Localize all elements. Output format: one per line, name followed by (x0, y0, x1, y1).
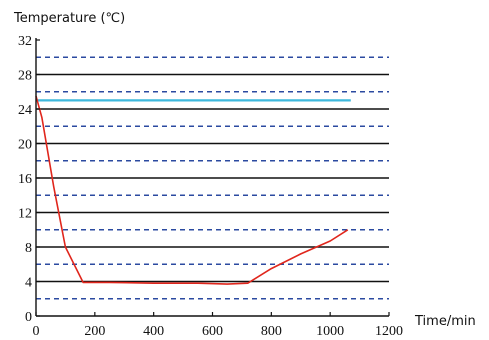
major-gridlines (36, 73, 389, 283)
x-tick-label: 1000 (316, 324, 344, 339)
y-tick-label: 24 (18, 103, 32, 118)
x-tick-labels: 0 200 400 600 800 1000 1200 (33, 324, 404, 339)
x-tick-label: 0 (33, 324, 40, 339)
y-tick-label: 28 (18, 69, 32, 84)
x-tick-label: 1200 (375, 324, 403, 339)
series-line-1 (35, 95, 349, 285)
x-tick-label: 800 (261, 324, 282, 339)
y-tick-label: 16 (18, 172, 32, 187)
x-axis-label: Time/min (414, 314, 476, 329)
y-tick-label: 32 (18, 34, 32, 49)
y-tick-label: 12 (18, 207, 32, 222)
x-tick-label: 400 (143, 324, 164, 339)
y-tick-label: 20 (18, 138, 32, 153)
x-tick-label: 600 (202, 324, 223, 339)
y-axis-label: Temperature (℃) (13, 11, 125, 26)
series-layer (35, 95, 351, 285)
y-tick-labels: 0 4 8 12 16 20 24 28 32 (18, 34, 32, 325)
y-tick-label: 8 (25, 241, 32, 256)
minor-gridlines (36, 56, 389, 300)
y-tick-label: 4 (25, 276, 32, 291)
axes (35, 38, 390, 317)
y-tick-label: 0 (25, 310, 32, 325)
x-tick-label: 200 (84, 324, 105, 339)
